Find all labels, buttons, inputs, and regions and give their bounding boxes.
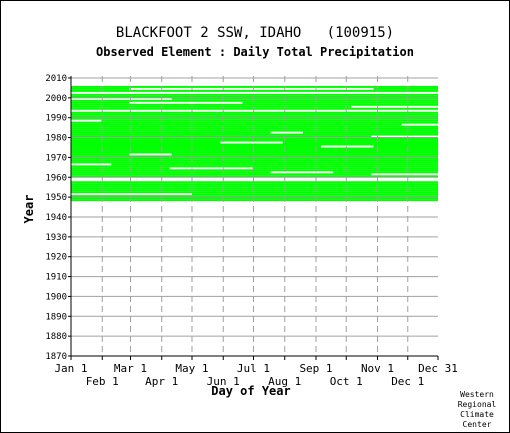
data-row-1948: [71, 199, 438, 202]
x-tick-label-top-2: May 1: [175, 362, 208, 375]
data-row-1955: [71, 185, 438, 188]
data-row-1991: [71, 113, 438, 116]
data-row-1965: [71, 165, 438, 168]
data-row-1971: [171, 153, 439, 156]
data-row-1951: [191, 193, 438, 196]
credit-label: Western Regional Climate Center: [457, 390, 497, 429]
data-row-1971: [71, 153, 130, 156]
data-row-1982: [71, 131, 271, 134]
data-row-1998: [71, 99, 438, 102]
data-row-1966: [111, 163, 438, 166]
y-tick-label-1960: 1960: [45, 173, 67, 183]
data-row-1989: [71, 117, 438, 120]
data-row-1997: [71, 101, 130, 104]
data-row-1981: [71, 133, 438, 136]
data-row-2005: [71, 85, 438, 88]
data-row-1986: [71, 123, 402, 126]
data-row-1963: [71, 169, 438, 172]
y-tick-label-1870: 1870: [45, 352, 67, 362]
y-tick-label-1980: 1980: [45, 134, 67, 144]
chart-subtitle: Observed Element : Daily Total Precipita…: [96, 45, 414, 59]
data-row-2004: [373, 87, 438, 90]
y-tick-label-1990: 1990: [45, 114, 67, 124]
data-row-1972: [71, 151, 438, 154]
data-row-1979: [71, 137, 438, 140]
data-row-1974: [71, 147, 438, 150]
x-tick-label-top-4: Sep 1: [299, 362, 332, 375]
x-tick-label-top-6: Dec 31: [418, 362, 458, 375]
data-row-1978: [71, 139, 438, 142]
data-row-1994: [71, 107, 438, 110]
data-row-1984: [71, 127, 438, 130]
data-row-1962: [333, 171, 438, 174]
data-row-2000: [71, 95, 438, 98]
y-tick-label-2010: 2010: [45, 74, 67, 84]
x-tick-label-top-1: Mar 1: [114, 362, 147, 375]
data-row-2004: [71, 87, 130, 90]
y-tick-label-1900: 1900: [45, 292, 67, 302]
x-tick-label-top-5: Nov 1: [361, 362, 394, 375]
data-row-1975: [71, 145, 322, 148]
data-row-1983: [71, 129, 438, 132]
y-tick-label-1890: 1890: [45, 312, 67, 322]
x-tick-label-bottom-5: Dec 1: [391, 375, 424, 388]
x-tick-label-bottom-0: Feb 1: [86, 375, 119, 388]
data-row-1953: [71, 189, 438, 192]
data-row-1964: [71, 167, 170, 170]
data-row-1973: [71, 149, 438, 152]
data-row-1976: [71, 143, 438, 146]
y-tick-label-1950: 1950: [45, 193, 67, 203]
data-row-1969: [71, 157, 438, 160]
x-tick-label-bottom-4: Oct 1: [330, 375, 363, 388]
y-tick-label-1930: 1930: [45, 233, 67, 243]
data-row-1980: [71, 135, 372, 138]
data-row-1950: [71, 195, 438, 198]
data-row-1990: [71, 115, 438, 118]
y-tick-label-2000: 2000: [45, 94, 67, 104]
y-axis-label: Year: [22, 195, 36, 224]
data-row-1997: [242, 101, 438, 104]
x-tick-label-bottom-1: Apr 1: [145, 375, 178, 388]
data-row-1968: [71, 159, 438, 162]
data-row-1960: [71, 175, 438, 178]
data-row-1996: [71, 103, 438, 106]
data-row-1952: [71, 191, 438, 194]
x-tick-label-top-0: Jan 1: [54, 362, 87, 375]
data-row-1975: [373, 145, 438, 148]
data-row-1970: [71, 155, 438, 158]
y-tick-label-1920: 1920: [45, 253, 67, 263]
data-row-1999: [171, 97, 439, 100]
x-tick-label-bottom-3: Aug 1: [268, 375, 301, 388]
data-row-1985: [71, 125, 438, 128]
data-row-1988: [101, 119, 438, 122]
data-row-1964: [252, 167, 438, 170]
x-axis-label: Day of Year: [211, 384, 290, 398]
data-row-1949: [71, 197, 438, 200]
data-row-2003: [71, 89, 438, 92]
data-row-1995: [71, 105, 352, 108]
data-row-1987: [71, 121, 438, 124]
y-tick-label-1970: 1970: [45, 153, 67, 163]
axis-layer: 1870 1880 1890 1900 1910 1920 1930 1940 1950 1960…: [45, 74, 458, 388]
x-tick-label-top-3: Jul 1: [237, 362, 270, 375]
data-row-1982: [302, 131, 438, 134]
data-row-1977: [282, 141, 438, 144]
data-row-1962: [71, 171, 271, 174]
data-coverage-layer: [71, 85, 439, 202]
y-tick-label-1880: 1880: [45, 332, 67, 342]
data-row-1967: [71, 161, 438, 164]
data-row-1992: [71, 111, 438, 114]
x-tick-label-bottom-2: Jun 1: [207, 375, 240, 388]
y-tick-label-1940: 1940: [45, 213, 67, 223]
data-row-2001: [71, 93, 438, 96]
data-row-1977: [71, 141, 221, 144]
chart-title: BLACKFOOT 2 SSW, IDAHO (100915): [115, 25, 395, 41]
data-row-1961: [71, 173, 372, 176]
data-row-1957: [71, 181, 438, 184]
data-row-1954: [71, 187, 438, 190]
y-tick-label-1910: 1910: [45, 273, 67, 283]
data-row-1956: [71, 183, 438, 186]
